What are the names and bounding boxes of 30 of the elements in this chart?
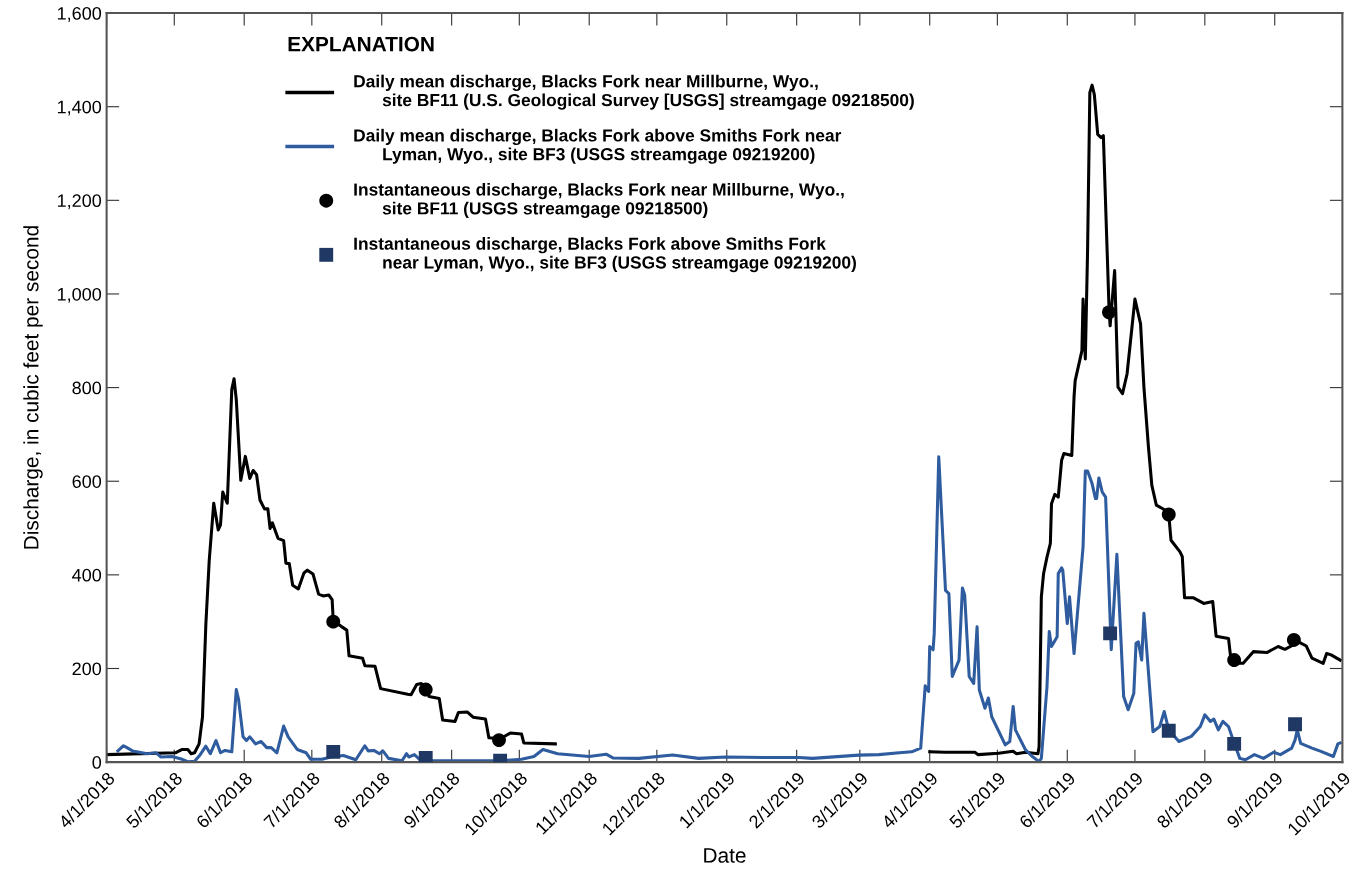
y-tick-label: 1,200 (57, 194, 102, 210)
legend-label: Instantaneous discharge, Blacks Fork near Millburne, Wyo., site BF11 (USGS streamgage 09218500) (354, 182, 844, 218)
point (418, 750, 433, 763)
point (1227, 736, 1242, 751)
point (326, 744, 341, 759)
x-axis-title: Date (704, 848, 746, 863)
point (1288, 717, 1302, 732)
point (326, 614, 341, 629)
point (1103, 626, 1118, 641)
y-axis-title: Discharge, in cubic feet per second (23, 226, 43, 549)
legend-label: Instantaneous discharge, Blacks Fork above Smiths Fork near Lyman, Wyo., site BF3 (USGS streamgage 09219200) (354, 237, 856, 273)
y-tick-label: 1,600 (57, 7, 102, 22)
point (1161, 507, 1176, 522)
point (1286, 632, 1301, 647)
y-tick-label: 600 (72, 475, 102, 488)
legend-title: EXPLANATION (288, 36, 434, 52)
y-tick-label: 400 (72, 568, 102, 582)
y-tick-label: 1,400 (57, 100, 102, 116)
y-tick-label: 0 (92, 756, 102, 769)
y-tick-label: 800 (72, 381, 102, 395)
point (418, 682, 433, 697)
point (1161, 723, 1176, 738)
y-tick-label: 1,000 (57, 287, 102, 303)
legend-label: Daily mean discharge, Blacks Fork near Millburne, Wyo., site BF11 (U.S. Geological Survey [USGS] streamgage 09218500) (354, 74, 914, 110)
y-tick-label: 200 (72, 662, 102, 676)
legend-label: Daily mean discharge, Blacks Fork above Smiths Fork near Lyman, Wyo., site BF3 (USGS streamgage 09219200) (354, 128, 842, 164)
line-series (116, 455, 1342, 763)
point (1102, 305, 1116, 320)
point (1227, 653, 1242, 668)
point (492, 733, 506, 748)
